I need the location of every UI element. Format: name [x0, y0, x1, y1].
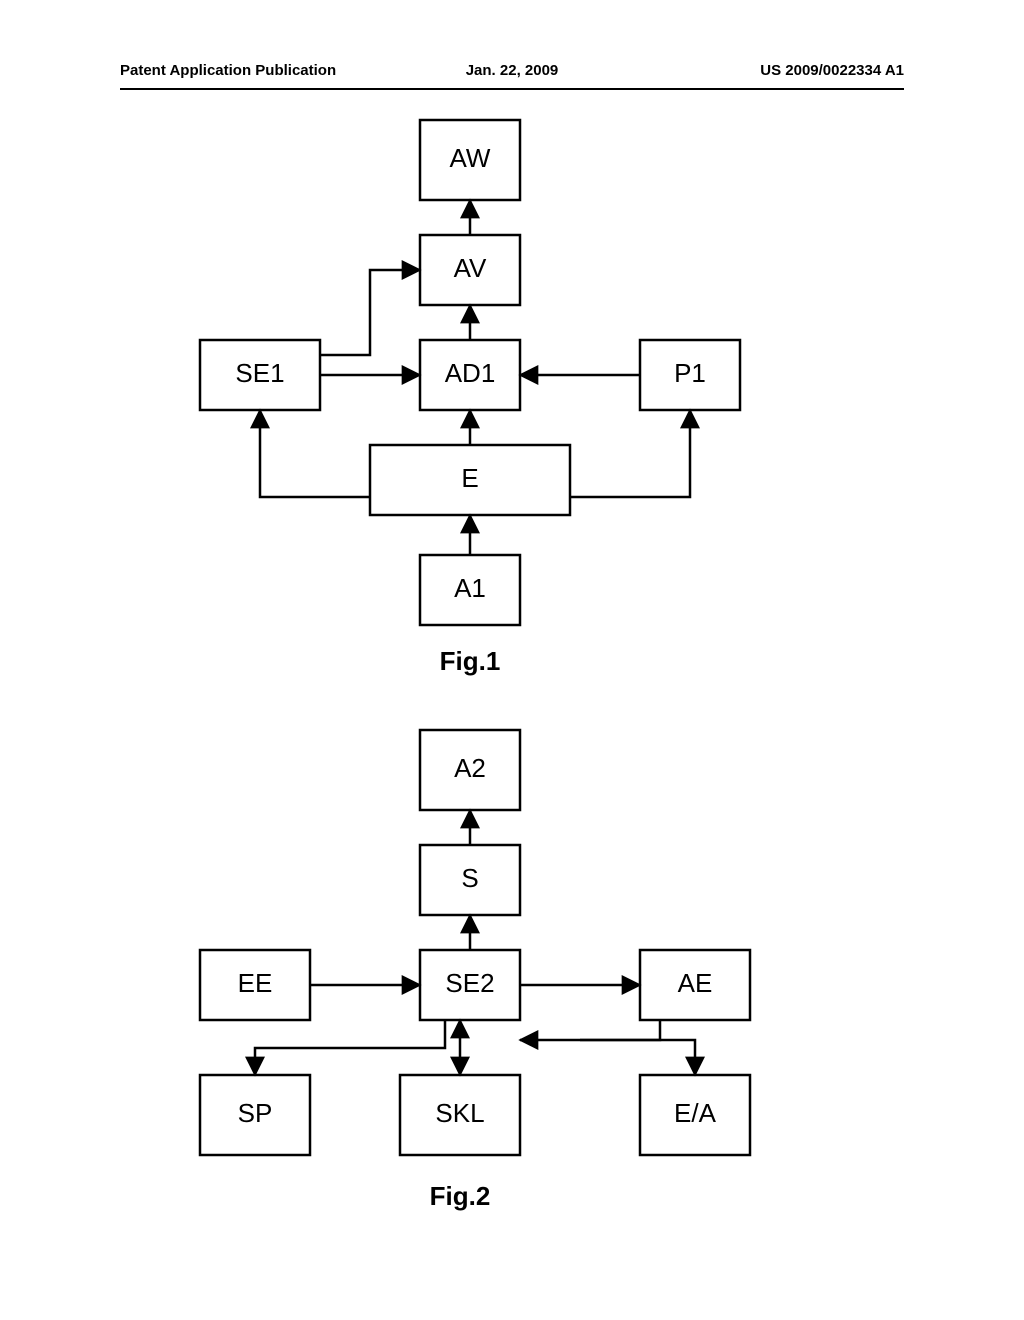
figure-2-caption: Fig.2 — [430, 1181, 491, 1211]
fig2-S-label: S — [461, 863, 478, 893]
fig1-AD1-label: AD1 — [445, 358, 496, 388]
diagram-canvas: AW AV SE1 AD1 P1 E A1 Fig.1 A2 S EE SE2 AE SP SKL E/A… — [0, 0, 1024, 1320]
figure-1: AW AV SE1 AD1 P1 E A1 — [200, 120, 740, 625]
fig2-SP-label: SP — [238, 1098, 273, 1128]
header-rule — [120, 88, 904, 90]
fig1-P1-label: P1 — [674, 358, 706, 388]
page-header: Patent Application Publication Jan. 22, … — [0, 60, 1024, 90]
fig2-EE-label: EE — [238, 968, 273, 998]
fig1-E-label: E — [461, 463, 478, 493]
edge-se2-sp — [255, 1020, 445, 1075]
fig1-SE1-label: SE1 — [235, 358, 284, 388]
edge-e-se1 — [260, 410, 370, 497]
fig2-SE2-label: SE2 — [445, 968, 494, 998]
edge-ae-se2 — [520, 1020, 660, 1040]
figure-2: A2 S EE SE2 AE SP SKL E/A — [200, 730, 750, 1155]
edge-e-p1 — [570, 410, 690, 497]
fig2-AE-label: AE — [678, 968, 713, 998]
header-right: US 2009/0022334 A1 — [760, 62, 904, 79]
page: Patent Application Publication Jan. 22, … — [0, 0, 1024, 1320]
figure-1-caption: Fig.1 — [440, 646, 501, 676]
fig2-A2-label: A2 — [454, 753, 486, 783]
fig2-SKL-label: SKL — [435, 1098, 484, 1128]
edge-se2-ea — [580, 1040, 695, 1075]
fig1-AW-label: AW — [450, 143, 491, 173]
fig1-AV-label: AV — [454, 253, 487, 283]
fig2-EA-label: E/A — [674, 1098, 717, 1128]
fig1-A1-label: A1 — [454, 573, 486, 603]
edge-se1-av — [320, 270, 420, 355]
